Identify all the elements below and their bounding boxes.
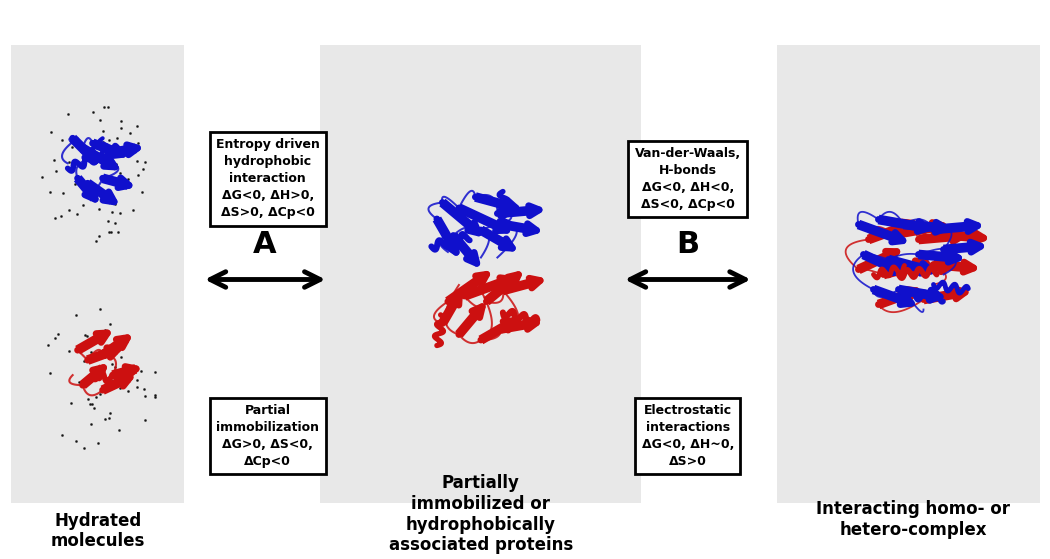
Text: A: A <box>253 230 277 259</box>
Text: Electrostatic
interactions
ΔG<0, ΔH~0,
ΔS>0: Electrostatic interactions ΔG<0, ΔH~0, Δ… <box>642 404 734 468</box>
FancyBboxPatch shape <box>777 45 1040 503</box>
Text: Partially
immobilized or
hydrophobically
associated proteins: Partially immobilized or hydrophobically… <box>388 474 573 555</box>
Text: Interacting homo- or
hetero-complex: Interacting homo- or hetero-complex <box>817 500 1010 539</box>
Text: Entropy driven
hydrophobic
interaction
ΔG<0, ΔH>0,
ΔS>0, ΔCp<0: Entropy driven hydrophobic interaction Δ… <box>216 139 319 219</box>
Text: B: B <box>676 230 699 259</box>
FancyBboxPatch shape <box>320 45 640 503</box>
FancyBboxPatch shape <box>10 45 184 503</box>
Text: Hydrated
molecules: Hydrated molecules <box>50 511 145 551</box>
Text: Partial
immobilization
ΔG>0, ΔS<0,
ΔCp<0: Partial immobilization ΔG>0, ΔS<0, ΔCp<0 <box>216 404 319 468</box>
Text: Van-der-Waals,
H-bonds
ΔG<0, ΔH<0,
ΔS<0, ΔCp<0: Van-der-Waals, H-bonds ΔG<0, ΔH<0, ΔS<0,… <box>634 147 741 211</box>
